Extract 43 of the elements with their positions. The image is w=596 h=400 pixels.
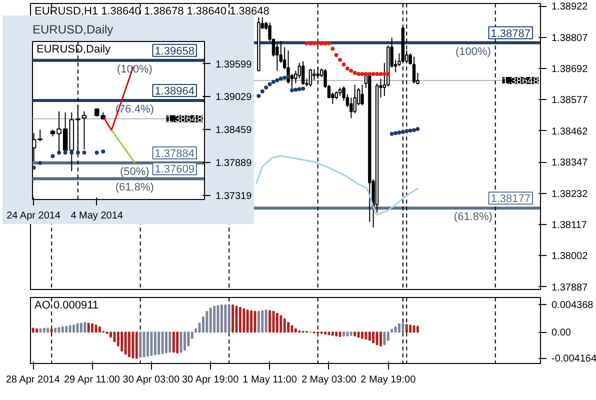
chart-title: AO 0.000911 [34, 300, 99, 312]
annotation: 1.38648 [166, 114, 203, 126]
x-tick-label: 29 Apr 11:00 [64, 374, 120, 386]
y-tick-label: 1.38459 [216, 125, 252, 136]
y-tick-label: 1.38692 [552, 64, 588, 76]
y-tick-label: 1.38347 [552, 158, 588, 169]
ref-line-label: 1.37609 [154, 164, 195, 176]
y-tick-label: 1.37319 [216, 190, 252, 202]
annotation: (100%) [455, 46, 491, 58]
y-tick-label: -0.004164 [552, 354, 596, 365]
y-tick-label: 0.00 [552, 328, 572, 339]
y-tick-label: 1.38922 [552, 2, 588, 13]
ref-line-label: 1.38177 [490, 193, 531, 206]
chart-title: EURUSD,Daily [32, 22, 114, 36]
y-tick-label: 1.38807 [552, 32, 588, 44]
x-tick-label: 4 May 2014 [70, 210, 124, 222]
annotation: (61.8%) [115, 182, 154, 194]
annotation: (50%) [120, 166, 150, 178]
y-tick-label: 1.37887 [552, 282, 588, 294]
y-tick-label: 1.38577 [552, 95, 588, 106]
y-tick-label: 1.38117 [552, 220, 588, 231]
x-tick-label: 28 Apr 2014 [6, 374, 60, 386]
x-tick-label: 2 May 19:00 [360, 374, 416, 386]
ref-line-label: 1.39658 [154, 45, 195, 58]
x-tick-label: 30 Apr 03:00 [122, 374, 180, 386]
y-tick-label: 1.39029 [216, 92, 252, 104]
ref-line-label: 1.38787 [490, 28, 531, 40]
ref-line-label: 1.37884 [154, 148, 195, 160]
x-tick-label: 1 May 11:00 [242, 374, 298, 386]
x-tick-label: 30 Apr 19:00 [182, 374, 240, 386]
y-tick-label: 1.38002 [552, 251, 588, 262]
y-tick-label: 0.004368 [552, 300, 594, 312]
y-tick-label: 1.38462 [552, 126, 588, 138]
annotation: 1.38648 [502, 76, 539, 87]
y-tick-label: 1.38232 [552, 188, 588, 200]
y-tick-label: 1.37889 [216, 158, 252, 170]
x-tick-label: 2 May 03:00 [301, 374, 357, 386]
x-tick-label: 24 Apr 2014 [6, 210, 61, 222]
ref-line-label: 1.38964 [154, 85, 195, 98]
chart-subtitle: EURUSD,Daily [36, 44, 111, 56]
chart-title: EURUSD,H1 1.38640 1.38678 1.38640 1.38648 [34, 6, 270, 18]
annotation: (61.8%) [454, 211, 492, 224]
y-tick-label: 1.39599 [216, 59, 252, 70]
